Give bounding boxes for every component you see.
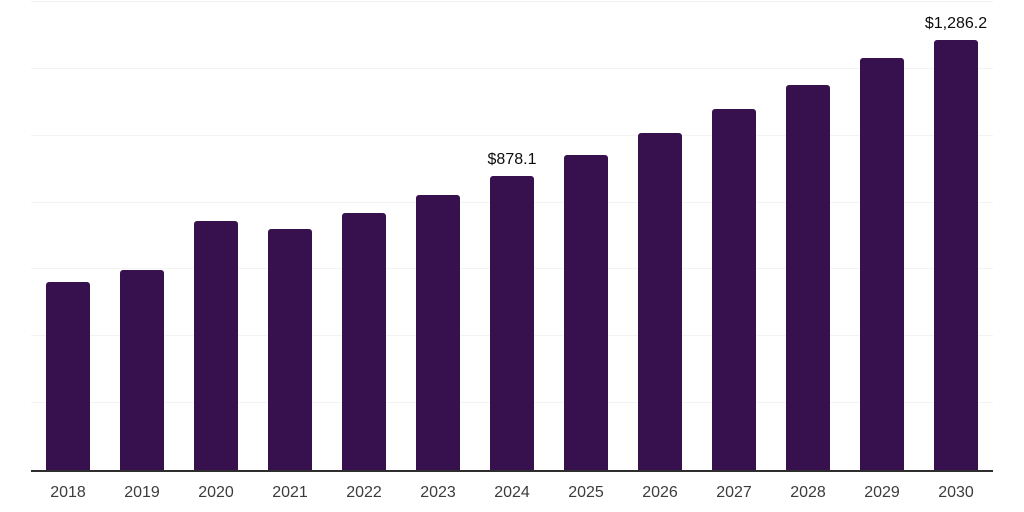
bar-slot-2024: $878.1 (475, 2, 549, 470)
x-tick-label-2029: 2029 (864, 484, 900, 501)
value-label-2030: $1,286.2 (924, 15, 988, 33)
x-tick-label-2024: 2024 (494, 484, 530, 501)
bars-container: $878.1 $1,286.2 (31, 2, 993, 470)
bar-2028 (786, 84, 830, 470)
x-tick-label-2019: 2019 (124, 484, 160, 501)
bar-2019 (120, 269, 164, 470)
bar-slot-2023 (401, 2, 475, 470)
bar-2027 (712, 109, 756, 470)
bar-2022 (342, 213, 386, 470)
bar-slot-2026 (623, 2, 697, 470)
bar-2021 (268, 229, 312, 470)
bar-2025 (564, 155, 608, 470)
x-tick-label-2027: 2027 (716, 484, 752, 501)
x-tick-label-2018: 2018 (50, 484, 86, 501)
x-tick-label-2028: 2028 (790, 484, 826, 501)
bar-2029 (860, 58, 904, 470)
bar-slot-2025 (549, 2, 623, 470)
x-tick-label-2025: 2025 (568, 484, 604, 501)
bar-slot-2027 (697, 2, 771, 470)
bar-2023 (416, 195, 460, 470)
plot-area: $878.1 $1,286.2 (31, 1, 993, 472)
bar-slot-2021 (253, 2, 327, 470)
bar-2030 (934, 40, 978, 470)
gridline-1200 (31, 67, 993, 69)
x-tick-label-2023: 2023 (420, 484, 456, 501)
bar-slot-2022 (327, 2, 401, 470)
gridline-1000 (31, 134, 993, 136)
x-tick-label-2026: 2026 (642, 484, 678, 501)
bar-slot-2029 (845, 2, 919, 470)
bar-2018 (46, 282, 90, 470)
x-tick-label-2021: 2021 (272, 484, 308, 501)
value-label-2024: $878.1 (487, 151, 537, 169)
bar-slot-2019 (105, 2, 179, 470)
bar-slot-2030: $1,286.2 (919, 2, 993, 470)
bar-2026 (638, 132, 682, 470)
x-axis-labels: 2018 2019 2020 2021 2022 2023 2024 2025 2026 2027… (31, 472, 993, 502)
x-tick-label-2020: 2020 (198, 484, 234, 501)
x-tick-label-2022: 2022 (346, 484, 382, 501)
bar-slot-2028 (771, 2, 845, 470)
gridline-1400 (31, 1, 993, 2)
x-tick-label-2030: 2030 (938, 484, 974, 501)
bar-2020 (194, 221, 238, 470)
bar-slot-2020 (179, 2, 253, 470)
bar-2024 (490, 176, 534, 470)
bar-slot-2018 (31, 2, 105, 470)
